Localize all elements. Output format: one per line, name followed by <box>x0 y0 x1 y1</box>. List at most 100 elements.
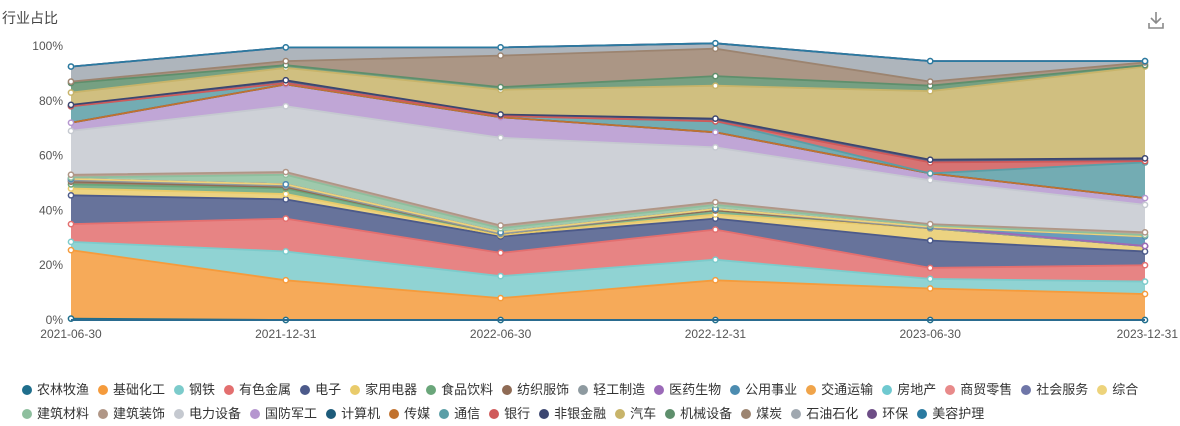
legend-label: 公用事业 <box>745 382 798 397</box>
point-基础化工 <box>712 276 719 284</box>
legend-item[interactable]: 机械设备 <box>665 402 732 426</box>
legend-marker <box>665 409 676 419</box>
point-钢铁 <box>926 275 934 283</box>
legend-label: 房地产 <box>897 382 937 397</box>
point-建筑装饰 <box>926 220 934 228</box>
line-机械设备 <box>70 64 1146 89</box>
legend-item[interactable]: 房地产 <box>882 378 936 402</box>
legend-label: 纺织服饰 <box>517 382 570 397</box>
legend-item[interactable]: 轻工制造 <box>578 378 645 402</box>
legend-item[interactable]: 食品饮料 <box>426 378 493 402</box>
x-tick-label: 2021-12-31 <box>255 327 317 341</box>
legend-item[interactable]: 有色金属 <box>224 378 291 402</box>
x-tick-label: 2023-06-30 <box>900 327 962 341</box>
legend-item[interactable]: 钢铁 <box>174 378 215 402</box>
legend-label: 汽车 <box>630 406 657 421</box>
point-电力设备 <box>497 134 504 142</box>
point-非银金融 <box>282 76 290 84</box>
legend-item[interactable]: 通信 <box>439 402 480 426</box>
point-基础化工 <box>926 285 934 292</box>
legend-marker <box>945 385 956 395</box>
point-汽车 <box>712 82 719 90</box>
legend-label: 煤炭 <box>756 406 783 421</box>
point-电力设备 <box>926 176 934 184</box>
point-煤炭 <box>712 45 719 53</box>
legend-item[interactable]: 商贸零售 <box>945 378 1012 402</box>
point-建筑装饰 <box>712 198 719 206</box>
y-tick-label: 40% <box>39 203 63 217</box>
point-煤炭 <box>67 78 75 85</box>
point-煤炭 <box>497 52 504 59</box>
legend-item[interactable]: 非银金融 <box>539 402 606 426</box>
legend-item[interactable]: 农林牧渔 <box>22 378 89 402</box>
chart-title: 行业占比 <box>2 10 58 26</box>
legend-item[interactable]: 电力设备 <box>174 402 241 426</box>
legend-marker <box>539 409 550 419</box>
legend-label: 环保 <box>882 406 909 421</box>
legend-item[interactable]: 医药生物 <box>654 378 721 402</box>
point-医药生物 <box>1141 242 1149 250</box>
legend-marker <box>741 409 752 419</box>
legend-label: 食品饮料 <box>441 382 494 397</box>
point-电力设备 <box>712 144 719 151</box>
point-美容护理 <box>1141 57 1149 65</box>
point-汽车 <box>926 87 934 95</box>
legend-marker <box>882 385 893 395</box>
legend-marker <box>174 385 185 395</box>
legend-item[interactable]: 美容护理 <box>917 402 984 426</box>
legend-item[interactable]: 公用事业 <box>730 378 797 402</box>
legend-label: 电子 <box>315 382 342 397</box>
legend-marker <box>791 409 802 419</box>
legend-item[interactable]: 纺织服饰 <box>502 378 569 402</box>
point-电子 <box>282 196 290 203</box>
legend-item[interactable]: 基础化工 <box>98 378 165 402</box>
legend-item[interactable]: 传媒 <box>389 402 430 426</box>
legend-item[interactable]: 国防军工 <box>250 402 317 426</box>
line-美容护理 <box>70 42 1145 68</box>
legend-item[interactable]: 环保 <box>867 402 908 426</box>
legend-item[interactable]: 计算机 <box>326 402 380 426</box>
legend-label: 基础化工 <box>113 382 166 397</box>
legend-marker <box>174 409 185 419</box>
legend-item[interactable]: 汽车 <box>615 402 656 426</box>
legend-marker <box>300 385 311 395</box>
download-button[interactable] <box>1144 8 1168 32</box>
legend-item[interactable]: 建筑装饰 <box>98 402 165 426</box>
point-基础化工 <box>282 276 290 284</box>
data-points <box>67 39 1149 324</box>
area-电子 <box>71 195 1145 268</box>
area-电力设备 <box>71 106 1145 233</box>
point-建筑装饰 <box>67 171 75 179</box>
legend-item[interactable]: 电子 <box>300 378 341 402</box>
line-传媒 <box>70 83 1146 199</box>
point-建筑装饰 <box>497 222 504 229</box>
legend-label: 计算机 <box>341 406 381 421</box>
legend-label: 机械设备 <box>680 406 733 421</box>
legend-marker <box>326 409 337 419</box>
legend-marker <box>1021 385 1032 395</box>
legend-item[interactable]: 石油石化 <box>791 402 858 426</box>
legend-label: 轻工制造 <box>593 382 646 397</box>
point-美容护理 <box>282 44 290 51</box>
point-建筑装饰 <box>1141 228 1149 236</box>
legend-marker <box>439 409 450 419</box>
legend-item[interactable]: 银行 <box>489 402 530 426</box>
point-通信 <box>926 170 934 177</box>
legend-label: 非银金融 <box>554 406 607 421</box>
line-建筑装饰 <box>70 171 1146 234</box>
legend-item[interactable]: 交通运输 <box>806 378 873 402</box>
legend-item[interactable]: 家用电器 <box>350 378 417 402</box>
point-美容护理 <box>712 39 719 47</box>
legend-marker <box>806 385 817 395</box>
legend-marker <box>250 409 261 419</box>
legend-item[interactable]: 建筑材料 <box>22 402 89 426</box>
legend-item[interactable]: 社会服务 <box>1021 378 1088 402</box>
point-美容护理 <box>497 44 504 51</box>
legend-item[interactable]: 煤炭 <box>741 402 782 426</box>
legend-item[interactable]: 综合 <box>1097 378 1138 402</box>
legend-label: 建筑装饰 <box>113 406 166 421</box>
download-icon <box>1148 12 1164 29</box>
legend-marker <box>654 385 665 395</box>
legend-marker <box>917 409 928 419</box>
point-电子 <box>926 237 934 244</box>
